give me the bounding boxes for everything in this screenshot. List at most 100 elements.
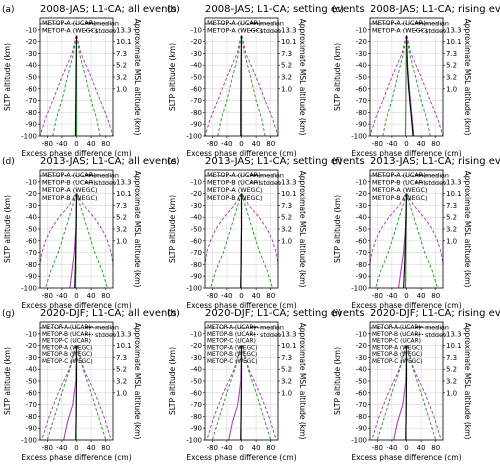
x-tick-label: -40 [386,292,397,300]
right-tick-label: 3.2 [446,378,457,386]
x-tick-label: 40 [87,444,96,452]
y-tick-label: -100 [351,285,367,293]
right-tick-label: 7.3 [116,354,127,362]
y-tick-label: -60 [26,389,37,397]
legend-median-label: median [425,324,449,332]
y-tick-label: -40 [191,366,202,374]
legend-stddev-label: stddev [95,27,117,35]
right-tick-label: 7.3 [116,202,127,210]
right-tick-label: 10.1 [116,342,132,350]
legend-entry: METOP-C (UCAR) [207,339,256,345]
y-tick-label: -20 [356,38,367,46]
y-tick-label: -40 [191,62,202,70]
right-tick-label: 13.3 [281,178,297,186]
panel-d: (d) 2013-JAS; L1-CA; all events -10 -20 -30 -… [2,156,177,310]
x-axis-label: Excess phase difference (cm) [351,453,461,462]
right-tick-label: 10.1 [116,38,132,46]
legend-entry: METOP-A (WEGC) [207,345,257,351]
y-tick-label: -10 [356,26,367,34]
legend-entry: METOP-B (UCAR) [42,332,91,338]
y-tick-label: -40 [26,214,37,222]
right-tick-label: 10.1 [281,342,297,350]
panel-title: 2008-JAS; L1-CA; rising events [370,4,500,15]
y-tick-label: -50 [191,74,202,82]
right-tick-label: 3.2 [116,378,127,386]
series-line [74,35,78,137]
series-line [76,193,108,289]
y-tick-label: -60 [356,85,367,93]
y-tick-label: -50 [26,378,37,386]
y-tick-label: -100 [21,437,37,445]
legend-entry: METOP-B (WEGC) [207,352,257,358]
x-tick-label: 40 [87,140,96,148]
y-tick-label: -40 [356,366,367,374]
panel-b: (b) 2008-JAS; L1-CA; setting events -10 -20… [167,4,365,158]
y-tick-label: -100 [21,285,37,293]
x-tick-label: -40 [221,292,232,300]
y-tick-label: -70 [356,97,367,105]
series-line [403,193,408,289]
legend-entry: METOP-A (UCAR) [207,325,256,331]
x-axis-label: Excess phase difference (cm) [21,149,131,158]
right-tick-label: 1.0 [116,237,127,245]
right-tick-label: 1.0 [281,237,292,245]
y-tick-label: -80 [191,261,202,269]
y-tick-label: -30 [26,50,37,58]
series-line-mirror [204,35,242,137]
y-tick-label: -60 [26,85,37,93]
right-tick-label: 10.1 [446,38,462,46]
series-line [406,35,444,137]
x-axis-label: Excess phase difference (cm) [351,301,461,310]
y-tick-label: -30 [26,202,37,210]
legend-entry: METOP-C (UCAR) [372,339,421,345]
series-line-mirror [376,345,407,441]
x-tick-label: -40 [386,444,397,452]
y-tick-label: -50 [356,226,367,234]
panel-h: (h) 2020-DJF; L1-CA; setting events -10 -20… [167,308,364,462]
panel-letter: (e) [167,157,180,167]
x-tick-label: -80 [42,444,53,452]
legend-entry: METOP-A (UCAR) [42,171,96,179]
panel-title: 2008-JAS; L1-CA; all events [40,4,177,15]
panel-title: 2020-DJF; L1-CA; rising events [370,308,500,319]
legend-entry: METOP-C (WEGC) [42,359,93,365]
y-tick-label: -70 [191,401,202,409]
series-line [241,193,273,289]
x-tick-label: 0 [239,444,243,452]
y-tick-label: -100 [186,285,202,293]
x-tick-label: 80 [101,140,110,148]
y-tick-label: -30 [356,354,367,362]
legend-entry: METOP-A (UCAR) [207,19,261,27]
y-tick-label: -50 [26,226,37,234]
legend-median-label: median [260,172,284,180]
y-tick-label: -40 [356,214,367,222]
legend-entry: METOP-B (WEGC) [42,352,92,358]
x-tick-label: 40 [417,292,426,300]
right-tick-label: 13.3 [281,26,297,34]
legend-median-label: median [425,172,449,180]
y-tick-label: -80 [26,413,37,421]
y-tick-label: -40 [191,214,202,222]
x-tick-label: 40 [87,292,96,300]
legend-entry: METOP-B (WEGC) [372,194,427,202]
right-tick-label: 7.3 [446,202,457,210]
y-axis-label: SLTP altitude (km) [333,43,342,111]
panel-letter: (g) [2,309,15,319]
panel-letter: (a) [2,5,15,15]
series-line-mirror [46,345,77,441]
right-tick-label: 5.2 [446,62,457,70]
panel-letter: (h) [167,309,180,319]
y-tick-label: -40 [356,62,367,70]
right-tick-label: 5.2 [116,62,127,70]
y-tick-label: -90 [356,425,367,433]
panel-a: (a) 2008-JAS; L1-CA; all events -10 -20 -30 -… [2,4,177,158]
y-tick-label: -60 [191,85,202,93]
y-tick-label: -10 [356,178,367,186]
legend-entry: METOP-B (WEGC) [42,194,97,202]
x-tick-label: -80 [372,444,383,452]
right-tick-label: 7.3 [116,50,127,58]
y-tick-label: -70 [191,97,202,105]
legend-median-label: median [260,324,284,332]
right-tick-label: 10.1 [116,190,132,198]
right-tick-label: 1.0 [116,85,127,93]
